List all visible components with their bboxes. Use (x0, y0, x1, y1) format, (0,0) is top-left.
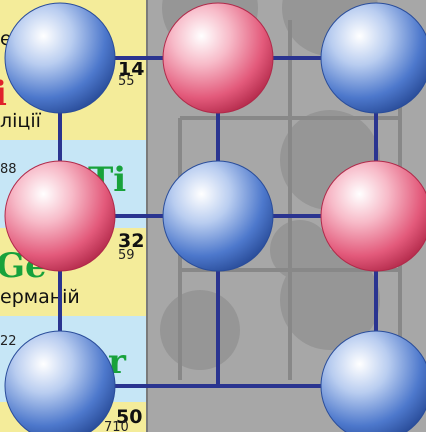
atomic-number: 32 (118, 230, 145, 252)
lattice-atoms (4, 2, 426, 432)
atomic-mass: 59 (118, 248, 135, 263)
anion-atom (4, 2, 116, 114)
element-name: ліції (0, 110, 41, 132)
cation-atom (4, 160, 116, 272)
atomic-number: 14 (118, 62, 145, 80)
anion-atom (4, 330, 116, 432)
atomic-mass: 88 (0, 162, 17, 177)
cation-atom (320, 160, 426, 272)
atomic-mass: 22 (0, 334, 17, 349)
atomic-mass: 710 (104, 420, 129, 432)
cation-atom (162, 2, 274, 114)
atomic-mass: 55 (118, 74, 135, 89)
anion-atom (320, 2, 426, 114)
atomic-number: 50 (116, 406, 143, 428)
back-atom (160, 290, 240, 370)
element-symbol: i (0, 74, 7, 114)
back-atom (270, 220, 330, 280)
anion-atom (320, 330, 426, 432)
anion-atom (162, 160, 274, 272)
